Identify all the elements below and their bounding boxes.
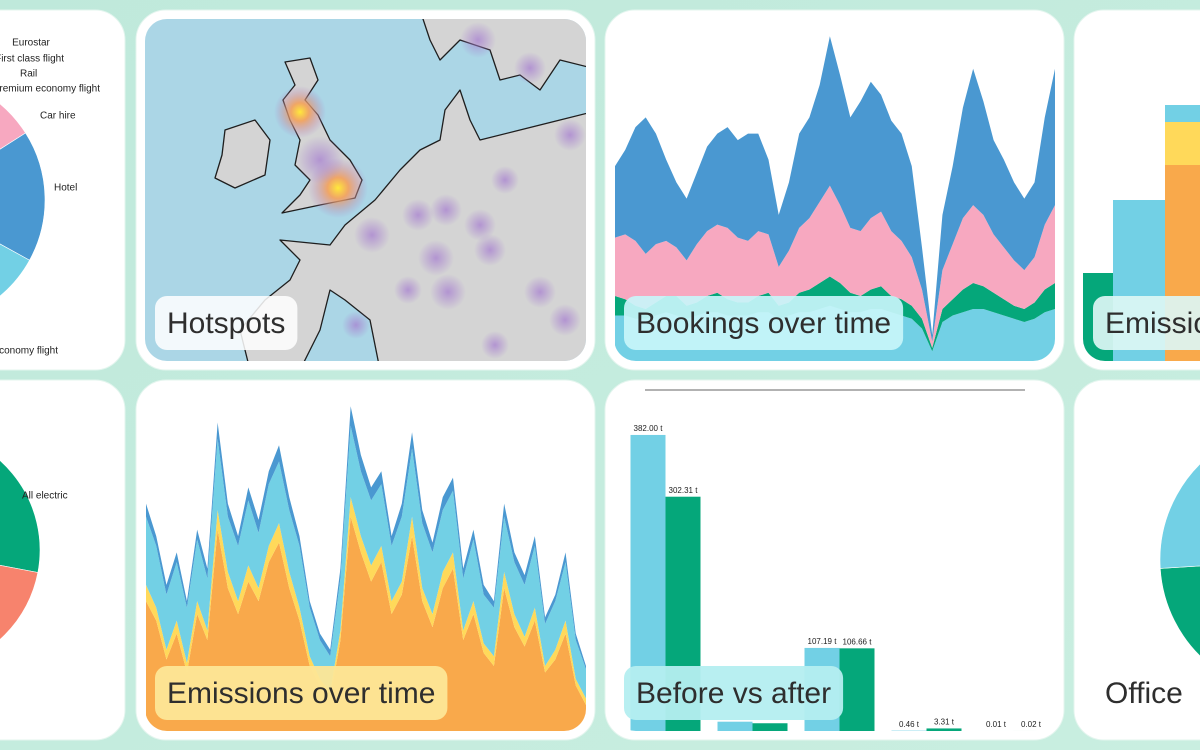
- pie-label: Premium economy flight: [0, 84, 100, 95]
- value-label: 382.00 t: [634, 424, 664, 433]
- bar: [1165, 105, 1200, 122]
- card: [1073, 379, 1200, 741]
- pie-slice: [0, 549, 39, 669]
- heat-blob: [430, 274, 466, 310]
- ireland: [214, 119, 271, 189]
- pie-label: Economy flight: [0, 346, 58, 357]
- pie-label: Hotel: [54, 183, 77, 194]
- card-title: Before vs after: [636, 677, 831, 710]
- heat-blob: [354, 217, 390, 253]
- pie-label: First class flight: [0, 54, 64, 65]
- title-box: [1093, 666, 1195, 720]
- chart-pie: Office: [1093, 441, 1200, 720]
- heat-blob: [491, 166, 519, 194]
- charts: Eurostar First class flight Rail Premium ec…: [0, 36, 1200, 731]
- chart-pie: All electric: [0, 429, 68, 669]
- heat-blob: [460, 22, 496, 58]
- heat-blob: [430, 194, 462, 226]
- card: [0, 379, 126, 741]
- value-label: 107.19 t: [808, 637, 838, 646]
- pie-slice: [0, 132, 46, 261]
- title-box: [155, 666, 448, 720]
- title-box: [624, 666, 844, 720]
- stacked-area: [615, 185, 1055, 349]
- pie-slice: [1159, 559, 1200, 696]
- pie-label: Eurostar: [12, 38, 50, 49]
- chart-area: Emissions over time: [146, 406, 586, 731]
- stacked-area: [146, 425, 586, 699]
- value-label: 302.31 t: [669, 486, 699, 495]
- value-label: 3.31 t: [934, 718, 955, 727]
- value-label: 0.46 t: [899, 720, 920, 729]
- bar: [839, 648, 875, 731]
- card: [0, 9, 126, 371]
- heat-blob: [402, 199, 434, 231]
- heat-blob: [549, 304, 581, 336]
- value-label: 0.01 t: [986, 720, 1007, 729]
- card-title: Emissions: [1105, 307, 1200, 340]
- stacked-area: [615, 36, 1055, 342]
- stacked-area: [615, 276, 1055, 352]
- card-title: Bookings over time: [636, 307, 891, 340]
- stacked-area: [146, 497, 586, 706]
- title-box: [624, 296, 904, 350]
- heat-blob: [342, 311, 370, 339]
- bar: [717, 721, 753, 731]
- pie-label: Car hire: [40, 111, 76, 122]
- heat-blob: [418, 240, 454, 276]
- card-title: Office: [1105, 677, 1183, 710]
- heat-blob: [554, 119, 586, 151]
- chart-map: Hotspots: [155, 296, 298, 350]
- heat-blob: [394, 276, 422, 304]
- bar: [1165, 122, 1200, 165]
- title-box: [1093, 296, 1200, 350]
- bar: [926, 728, 962, 731]
- heat-blob: [481, 331, 509, 359]
- chart-area: Bookings over time: [615, 36, 1055, 361]
- card: [604, 379, 1065, 741]
- pie-label: All electric: [22, 491, 68, 502]
- heat-blobs: [274, 22, 586, 359]
- heat-blob: [274, 86, 326, 138]
- pie-slice: [1159, 441, 1200, 569]
- card-title: Emissions over time: [167, 677, 435, 710]
- heat-blob: [464, 209, 496, 241]
- card-title: Hotspots: [167, 307, 285, 340]
- pie-label: Rail: [20, 69, 37, 80]
- heat-blob: [514, 52, 546, 84]
- heat-blob: [296, 136, 344, 184]
- value-label: 106.66 t: [843, 637, 873, 646]
- chart-bar: 382.00 t 107.19 t 0.46 t 0.01 t 302.31 t 106.…: [624, 424, 1049, 731]
- map: [145, 19, 586, 361]
- chart-bar: Emissions: [1083, 105, 1200, 361]
- title-box: [155, 296, 298, 350]
- value-label: 0.02 t: [1021, 720, 1042, 729]
- pie-slice: [0, 429, 41, 573]
- bar: [752, 723, 788, 731]
- heat-blob: [474, 234, 506, 266]
- chart-pie: Eurostar First class flight Rail Premium ec…: [0, 38, 100, 357]
- heat-blob: [524, 276, 556, 308]
